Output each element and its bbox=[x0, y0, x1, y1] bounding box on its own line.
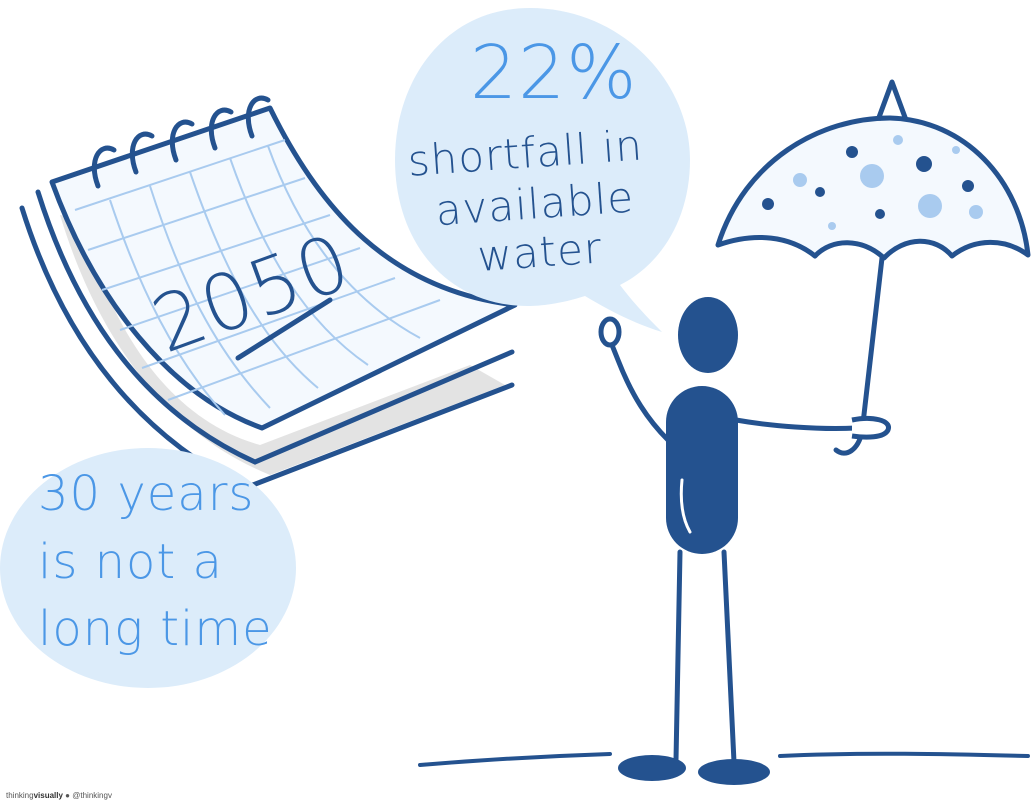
credit-handle: @thinkingv bbox=[72, 791, 112, 800]
umbrella-canopy bbox=[715, 115, 1031, 261]
credit-brand: visually bbox=[33, 791, 63, 800]
credit-separator: ● bbox=[65, 791, 71, 800]
umbrella-dots bbox=[762, 135, 983, 230]
person-right-hand bbox=[851, 415, 891, 440]
caption-bubble: 30 years is not a long time bbox=[0, 448, 296, 688]
speech-bubble-shape bbox=[395, 8, 690, 332]
person-right-leg bbox=[721, 549, 737, 765]
ground bbox=[418, 751, 1030, 767]
person-right-foot bbox=[698, 759, 770, 785]
caption-bubble-shape bbox=[0, 448, 296, 688]
calendar-rings bbox=[91, 95, 271, 189]
person-left-arm bbox=[609, 342, 671, 443]
calendar: 2050 bbox=[19, 95, 518, 491]
calendar-underline bbox=[235, 297, 333, 361]
person-left-foot bbox=[618, 755, 686, 781]
speech-bubble-stat: 22% bbox=[470, 30, 637, 116]
caption-bubble-line-2: is not a bbox=[38, 534, 223, 590]
person-right-arm bbox=[733, 417, 859, 432]
person-torso bbox=[666, 386, 738, 554]
calendar-back-page-1 bbox=[35, 189, 515, 465]
speech-bubble-line-3: water bbox=[476, 223, 604, 281]
ground-line-right bbox=[778, 751, 1030, 758]
calendar-grid bbox=[74, 139, 441, 416]
credit: thinkingvisually ● @thinkingv bbox=[6, 791, 112, 801]
speech-bubble: 22% shortfall in available water bbox=[395, 8, 690, 332]
umbrella-shaft bbox=[859, 255, 885, 435]
person-head bbox=[678, 297, 738, 373]
ground-line-left bbox=[418, 752, 612, 767]
person-left-hand bbox=[598, 316, 622, 348]
umbrella bbox=[715, 79, 1031, 456]
person-left-leg bbox=[673, 549, 683, 763]
umbrella-tip bbox=[875, 79, 909, 121]
person-torso-highlight bbox=[679, 478, 692, 534]
credit-prefix: thinking bbox=[6, 791, 34, 800]
person bbox=[598, 297, 891, 785]
caption-bubble-line-3: long time bbox=[38, 601, 273, 657]
caption-bubble-line-1: 30 years bbox=[38, 466, 254, 522]
